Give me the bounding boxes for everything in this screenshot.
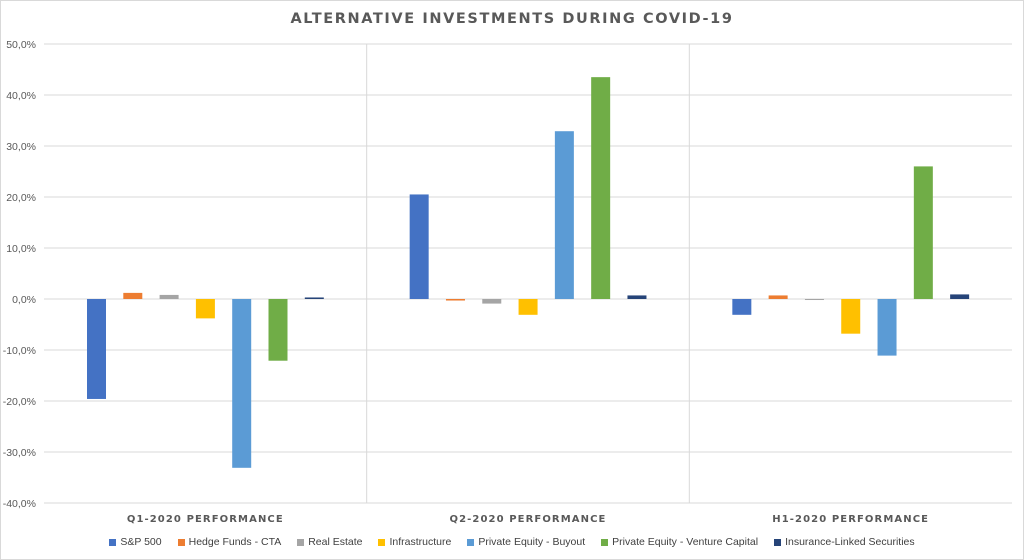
legend-label: Infrastructure [389, 536, 452, 548]
legend-item: Private Equity - Venture Capital [601, 536, 758, 548]
legend-label: Private Equity - Venture Capital [612, 536, 759, 548]
y-tick-label: -40,0% [3, 498, 36, 510]
bar-infrastructure [518, 299, 538, 315]
bar-private-equity-venture-capital [268, 299, 288, 361]
bar-real-estate [804, 299, 824, 301]
legend-label: Insurance-Linked Securities [785, 536, 915, 548]
bar-real-estate [482, 299, 502, 304]
bar-hedge-funds-cta [123, 292, 143, 299]
legend-item: Insurance-Linked Securities [774, 536, 915, 548]
x-category-label: Q2-2020 PERFORMANCE [450, 514, 607, 525]
bar-private-equity-buyout [232, 299, 252, 468]
bar-insurance-linked-securities [950, 294, 970, 299]
bar-infrastructure [841, 299, 861, 334]
y-tick-label: -10,0% [3, 345, 36, 357]
bar-s-p-500 [409, 194, 429, 299]
legend-label: Private Equity - Buyout [478, 536, 586, 548]
chart-legend: S&P 500 Hedge Funds - CTA Real Estate Infra… [0, 536, 1024, 548]
legend-item: S&P 500 [109, 536, 162, 548]
legend-swatch [774, 538, 782, 546]
chart-title: ALTERNATIVE INVESTMENTS DURING COVID-19 [290, 11, 734, 27]
y-tick-label: -20,0% [3, 396, 36, 408]
legend-item: Real Estate [297, 536, 362, 548]
legend-item: Private Equity - Buyout [467, 536, 585, 548]
legend-swatch [109, 538, 117, 546]
y-tick-label: 0,0% [12, 294, 36, 306]
bar-insurance-linked-securities [304, 297, 324, 299]
bar-private-equity-venture-capital [591, 77, 611, 300]
bar-private-equity-buyout [554, 131, 574, 299]
legend-swatch [378, 538, 386, 546]
y-tick-label: 20,0% [6, 192, 36, 204]
legend-swatch [467, 538, 475, 546]
bar-hedge-funds-cta [768, 295, 788, 299]
legend-label: S&P 500 [120, 536, 162, 548]
y-tick-label: -30,0% [3, 447, 36, 459]
legend-label: Real Estate [308, 536, 363, 548]
y-tick-label: 10,0% [6, 243, 36, 255]
x-category-label: H1-2020 PERFORMANCE [772, 514, 929, 525]
bar-infrastructure [195, 299, 215, 319]
bar-private-equity-buyout [877, 299, 897, 356]
legend-swatch [177, 538, 185, 546]
y-tick-label: 40,0% [6, 90, 36, 102]
bar-private-equity-venture-capital [913, 166, 933, 299]
y-tick-label: 50,0% [6, 39, 36, 51]
bar-hedge-funds-cta [445, 299, 465, 301]
legend-label: Hedge Funds - CTA [188, 536, 282, 548]
bar-s-p-500 [87, 299, 106, 399]
bar-real-estate [159, 294, 179, 299]
legend-swatch [297, 538, 305, 546]
x-category-label: Q1-2020 PERFORMANCE [127, 514, 284, 525]
bar-insurance-linked-securities [627, 295, 647, 299]
bar-s-p-500 [732, 299, 752, 315]
legend-swatch [601, 538, 609, 546]
legend-item: Hedge Funds - CTA [177, 536, 282, 548]
legend-item: Infrastructure [378, 536, 451, 548]
y-tick-label: 30,0% [6, 141, 36, 153]
